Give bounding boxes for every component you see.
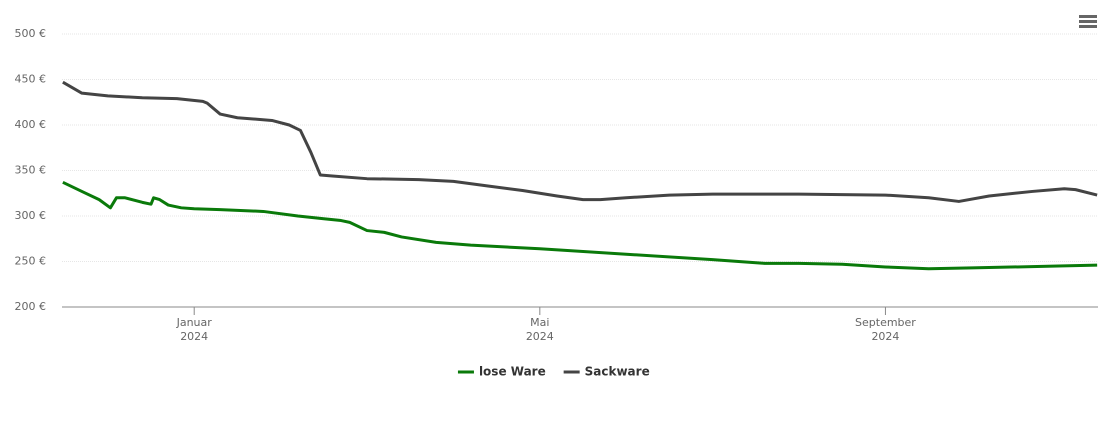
y-tick-label: 200 € bbox=[15, 300, 47, 313]
menu-icon[interactable] bbox=[1079, 15, 1097, 28]
menu-bar bbox=[1079, 20, 1097, 23]
y-tick-label: 350 € bbox=[15, 164, 47, 177]
x-tick-label: Mai bbox=[530, 316, 549, 329]
series-line bbox=[62, 80, 1098, 203]
x-tick-label: September bbox=[855, 316, 916, 329]
x-tick-label: 2024 bbox=[871, 330, 899, 343]
legend-item[interactable]: Sackware bbox=[563, 365, 650, 379]
legend-label: lose Ware bbox=[479, 365, 546, 379]
series-line bbox=[62, 180, 1098, 271]
y-tick-label: 500 € bbox=[15, 27, 47, 40]
y-tick-label: 300 € bbox=[15, 209, 47, 222]
legend-item[interactable]: lose Ware bbox=[457, 365, 546, 379]
y-tick-label: 450 € bbox=[15, 73, 47, 86]
x-tick-label: Januar bbox=[176, 316, 213, 329]
x-tick-label: 2024 bbox=[526, 330, 554, 343]
menu-bar bbox=[1079, 25, 1097, 28]
y-tick-label: 250 € bbox=[15, 255, 47, 268]
legend-label: Sackware bbox=[585, 365, 650, 379]
menu-bar bbox=[1079, 15, 1097, 18]
x-tick-label: 2024 bbox=[180, 330, 208, 343]
y-tick-label: 400 € bbox=[15, 118, 47, 131]
